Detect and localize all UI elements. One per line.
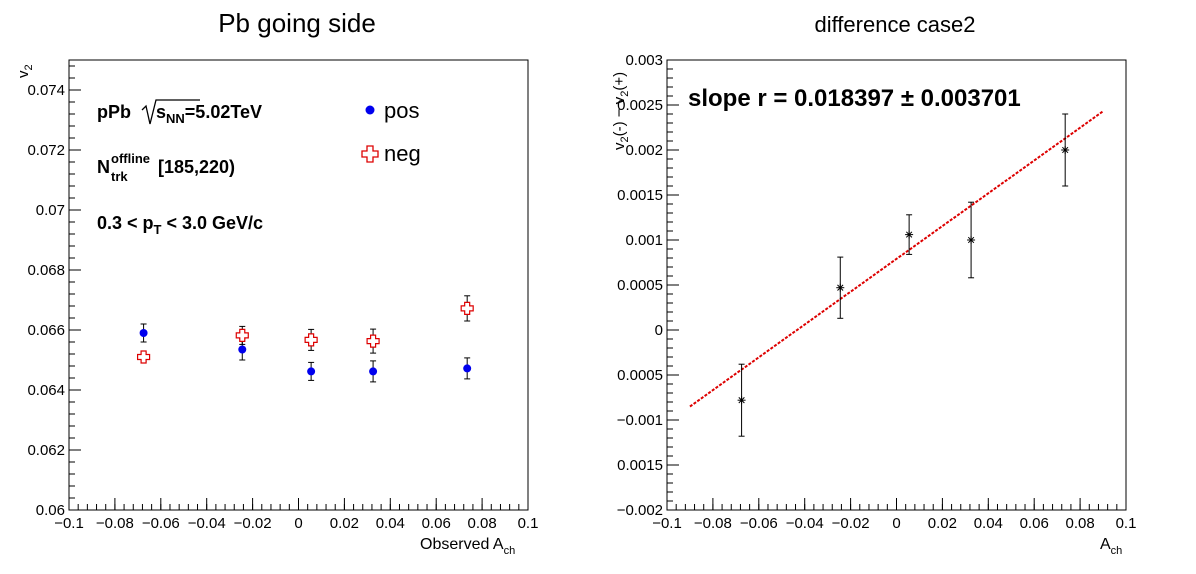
right-x-tick-label: 0.02 — [928, 515, 957, 532]
left-x-tick-label: 0.08 — [467, 515, 496, 532]
right-y-tick-label: 0.0005 — [617, 277, 663, 294]
legend-pos-marker — [365, 105, 375, 115]
right-x-tick-label: −0.02 — [832, 515, 870, 532]
left-plot-frame — [68, 59, 529, 511]
left-y-axis-label: v2 — [15, 64, 35, 78]
pos-data-point — [463, 364, 472, 373]
pos-data-point — [369, 367, 378, 376]
left-x-axis-ticks: −0.1 −0.08 −0.06 −0.04 −0.02 0 0.02 0.04 0.06 0.0… — [54, 498, 538, 532]
right-x-tick-label: −0.06 — [740, 515, 778, 532]
left-x-tick-label: −0.08 — [96, 515, 134, 532]
right-x-tick-label: 0 — [892, 515, 900, 532]
left-x-tick-label: 0.02 — [330, 515, 359, 532]
neg-data-point — [136, 350, 151, 364]
right-y-tick-label: 0 — [655, 322, 663, 339]
legend-neg-label: neg — [384, 141, 421, 166]
left-y-tick-label: 0.07 — [36, 202, 65, 219]
right-y-axis-ticks: −0.002 0.0015 −0.001 0.0005 0 0.0005 0.001 0.00… — [617, 52, 679, 519]
right-x-tick-label: −0.1 — [652, 515, 682, 532]
right-x-tick-label: 0.06 — [1020, 515, 1049, 532]
left-annotations: pPb sNN=5.02TeV N offline trk [185,220) … — [97, 99, 263, 237]
fit-line — [689, 110, 1104, 408]
neg-data-point — [235, 328, 249, 342]
right-y-tick-label: 0.0005 — [617, 367, 663, 384]
right-y-tick-label: 0.0015 — [617, 457, 663, 474]
right-y-axis-label: v2(-) − v2(+) — [611, 72, 631, 150]
right-x-axis-ticks: −0.1 −0.08 −0.06 −0.04 −0.02 0 0.02 0.04 0.06 0.0… — [652, 498, 1136, 532]
system-label: pPb — [97, 102, 131, 122]
left-y-tick-label: 0.072 — [27, 142, 65, 159]
right-x-tick-label: 0.08 — [1065, 515, 1094, 532]
right-panel: difference case2 −0.1 −0.08 −0.06 −0.04 −0.0… — [611, 12, 1136, 557]
left-x-tick-label: −0.1 — [54, 515, 84, 532]
right-chart-title: difference case2 — [814, 12, 975, 37]
legend-neg-marker — [361, 145, 379, 163]
right-x-axis-label: Ach — [1100, 536, 1122, 557]
pos-data-point — [307, 367, 316, 376]
right-x-tick-label: 0.04 — [974, 515, 1003, 532]
ntrk-label: N — [97, 157, 110, 177]
left-x-tick-label: −0.04 — [188, 515, 226, 532]
right-plot-frame — [666, 59, 1127, 511]
pos-data-point — [238, 345, 247, 354]
neg-data-point — [304, 333, 318, 347]
ntrk-range: [185,220) — [158, 157, 235, 177]
right-y-tick-label: 0.001 — [625, 232, 663, 249]
ntrk-subscript: trk — [111, 169, 128, 184]
right-y-tick-label: −0.002 — [617, 502, 663, 519]
left-chart-title: Pb going side — [218, 8, 376, 38]
left-y-tick-label: 0.066 — [27, 322, 65, 339]
right-y-tick-label: 0.0025 — [617, 97, 663, 114]
neg-data-point — [366, 334, 380, 348]
left-y-tick-label: 0.074 — [27, 82, 65, 99]
left-y-tick-label: 0.062 — [27, 442, 65, 459]
right-y-tick-label: −0.001 — [617, 412, 663, 429]
left-y-tick-label: 0.068 — [27, 262, 65, 279]
fit-line-segment — [689, 110, 1104, 408]
legend: pos neg — [361, 98, 421, 166]
left-y-axis-ticks: 0.06 0.062 0.064 0.066 0.068 0.07 0.072 0.074 — [27, 65, 81, 519]
left-x-tick-label: 0.06 — [422, 515, 451, 532]
right-data-points — [737, 113, 1070, 437]
right-y-tick-label: 0.002 — [625, 142, 663, 159]
pos-data-point — [139, 329, 148, 337]
left-x-tick-label: 0.1 — [518, 515, 539, 532]
left-x-tick-label: −0.06 — [142, 515, 180, 532]
right-x-tick-label: −0.04 — [786, 515, 824, 532]
ntrk-superscript: offline — [111, 151, 150, 166]
left-y-tick-label: 0.064 — [27, 382, 65, 399]
left-y-tick-label: 0.06 — [36, 502, 65, 519]
sqrt-symbol — [141, 99, 200, 125]
right-y-tick-label: 0.0015 — [617, 187, 663, 204]
left-x-tick-label: 0 — [294, 515, 302, 532]
left-x-tick-label: 0.04 — [376, 515, 405, 532]
left-panel: Pb going side −0.1 −0.08 −0.06 −0.04 −0.02 0 0… — [15, 8, 538, 557]
right-x-tick-label: −0.08 — [694, 515, 732, 532]
pt-label: 0.3 < pT < 3.0 GeV/c — [97, 213, 263, 237]
left-x-axis-label: Observed Ach — [420, 536, 515, 557]
neg-data-point — [460, 301, 474, 315]
right-x-tick-label: 0.1 — [1116, 515, 1137, 532]
slope-annotation: slope r = 0.018397 ± 0.003701 — [688, 85, 1021, 112]
left-data-points — [136, 295, 474, 383]
right-y-tick-label: 0.003 — [625, 52, 663, 69]
legend-pos-label: pos — [384, 98, 419, 123]
energy-label: sNN=5.02TeV — [156, 102, 262, 126]
left-x-tick-label: −0.02 — [234, 515, 272, 532]
